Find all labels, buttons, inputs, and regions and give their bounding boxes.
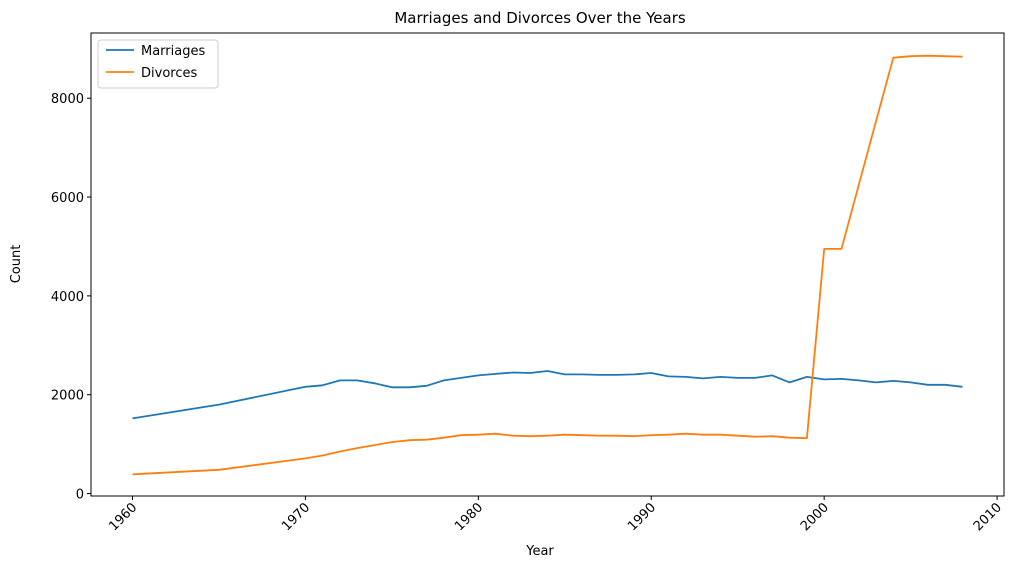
legend-label-divorces: Divorces [141, 66, 197, 81]
y-tick-label: 8000 [51, 92, 84, 107]
series-lines [132, 54, 963, 476]
y-axis-label: Count [9, 245, 24, 284]
y-tick-label: 2000 [51, 389, 84, 404]
x-tick-label: 1960 [106, 500, 140, 534]
x-axis: 1960 1970 1980 1990 2000 2010 [106, 496, 1005, 534]
x-tick-label: 2010 [971, 500, 1005, 534]
x-tick-label: 2000 [798, 500, 832, 534]
plot-area [90, 32, 1005, 497]
x-tick-label: 1980 [452, 500, 486, 534]
legend-label-marriages: Marriages [141, 44, 205, 59]
y-tick-label: 6000 [51, 191, 84, 206]
x-axis-label: Year [525, 544, 554, 559]
chart-title: Marriages and Divorces Over the Years [394, 9, 686, 27]
x-tick-label: 1990 [625, 500, 659, 534]
y-tick-label: 0 [76, 488, 84, 503]
series-line-marriages [132, 370, 963, 420]
y-axis: 0 2000 4000 6000 8000 [51, 92, 91, 503]
series-line-divorces [132, 54, 963, 476]
y-tick-label: 4000 [51, 290, 84, 305]
legend-box [97, 39, 219, 89]
x-tick-label: 1970 [279, 500, 313, 534]
legend: Marriages Divorces [97, 39, 219, 89]
